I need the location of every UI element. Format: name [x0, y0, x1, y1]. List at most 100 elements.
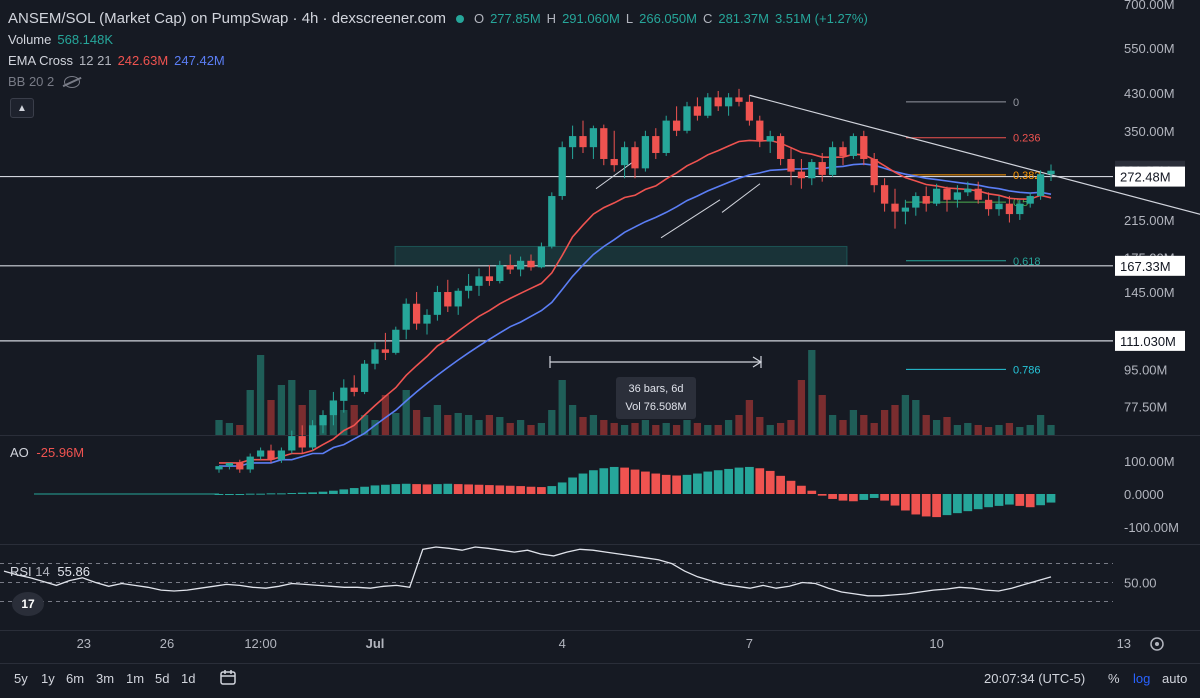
candle-body — [329, 400, 338, 416]
ao-bar — [880, 494, 889, 501]
volume-bar — [277, 385, 286, 435]
candle-body — [922, 196, 930, 204]
range-1m-button[interactable]: 1m — [126, 671, 145, 686]
candle-body — [600, 128, 608, 159]
volume-bar — [350, 405, 358, 435]
fib-level-label: 0 — [1013, 97, 1019, 109]
percent-scale-button[interactable]: % — [1108, 671, 1120, 686]
candle-body — [776, 136, 785, 159]
auto-scale-button[interactable]: auto — [1162, 671, 1188, 686]
range-1d-button[interactable]: 1d — [181, 671, 196, 686]
time-axis-tick-label: 13 — [1117, 636, 1131, 651]
price-axis-tick-label: 550.00M — [1124, 41, 1175, 56]
candle-body — [267, 450, 275, 460]
calendar-icon[interactable] — [219, 668, 237, 686]
candle-body — [444, 292, 452, 307]
volume-bar — [371, 420, 379, 435]
market-status-dot — [455, 14, 464, 23]
volume-bar — [1016, 427, 1024, 435]
low-value: 266.050M — [639, 11, 697, 26]
volume-bar — [808, 350, 816, 435]
change-value: 3.51M (+1.27%) — [774, 11, 868, 26]
log-scale-button[interactable]: log — [1133, 671, 1151, 686]
volume-bar — [964, 423, 972, 435]
rsi-line — [3, 546, 1052, 597]
price-label-bg — [1115, 330, 1185, 351]
volume-bar — [901, 395, 910, 435]
candle-body — [506, 265, 514, 270]
eye-off-icon[interactable] — [64, 75, 81, 88]
volume-bar — [704, 425, 712, 435]
candle-body — [870, 158, 878, 186]
candle-body — [849, 136, 858, 156]
chevron-up-icon[interactable]: ▲ — [10, 98, 34, 118]
candle-body — [340, 387, 348, 401]
candle-body — [808, 162, 816, 179]
settings-gear-icon[interactable] — [1150, 637, 1164, 651]
tradingview-logo[interactable]: 17 — [12, 592, 44, 616]
time-axis-tick-label: 10 — [929, 636, 943, 651]
volume-bar — [912, 400, 920, 435]
candle-body — [641, 136, 650, 169]
range-1y-button[interactable]: 1y — [41, 671, 55, 686]
range-3m-button[interactable]: 3m — [96, 671, 115, 686]
volume-bar — [600, 420, 608, 435]
ao-axis-tick-label: 0.0000 — [1124, 487, 1164, 502]
volume-bar — [568, 405, 577, 435]
candle-body — [423, 314, 431, 324]
volume-bar — [579, 417, 587, 435]
volume-label[interactable]: Volume — [8, 32, 52, 47]
ao-bar — [703, 471, 713, 494]
volume-bar — [589, 415, 598, 435]
candle-body — [1047, 170, 1055, 175]
clock-label[interactable]: 20:07:34 (UTC-5) — [984, 671, 1086, 686]
ema-label[interactable]: EMA Cross — [8, 53, 74, 68]
volume-bar — [693, 423, 702, 435]
range-6m-button[interactable]: 6m — [66, 671, 85, 686]
ao-label[interactable]: AO — [10, 445, 29, 460]
candle-body — [256, 450, 265, 457]
ao-bar — [360, 486, 369, 494]
volume-bar — [464, 415, 473, 435]
ema-slow-value: 247.42M — [174, 53, 225, 68]
range-5y-button[interactable]: 5y — [14, 671, 28, 686]
candle-body — [496, 265, 504, 282]
ao-bar — [329, 490, 338, 494]
symbol-title[interactable]: ANSEM/SOL (Market Cap) on PumpSwap · 4h … — [8, 10, 446, 27]
candle-body — [818, 162, 826, 175]
candle-body — [724, 97, 733, 107]
rsi-label[interactable]: RSI — [10, 564, 32, 579]
candle-body — [610, 158, 618, 166]
ao-bar — [318, 491, 328, 494]
price-axis-tick-label: 700.00M — [1124, 0, 1175, 12]
candle-body — [319, 415, 327, 426]
candle-body — [714, 97, 722, 107]
ao-bar — [786, 480, 796, 494]
ao-bar — [724, 468, 733, 494]
volume-bar — [974, 425, 982, 435]
ao-bar — [869, 494, 879, 498]
ao-bar — [422, 484, 432, 494]
price-axis-tick-label: 77.50M — [1124, 400, 1167, 415]
ao-bar — [381, 484, 390, 494]
volume-bar — [932, 420, 941, 435]
volume-bar — [891, 405, 899, 435]
ao-bar — [713, 470, 723, 494]
ao-legend: AO -25.96M — [10, 445, 84, 460]
bb-label[interactable]: BB 20 2 — [8, 74, 55, 89]
ao-bar — [838, 494, 848, 501]
candle-body — [392, 329, 400, 353]
ao-bar — [370, 485, 380, 494]
candle-body — [298, 436, 306, 448]
line-price-label: 272.48M — [1120, 170, 1171, 185]
candle-body — [288, 436, 296, 451]
ao-bar — [287, 493, 297, 495]
candle-body — [620, 147, 629, 166]
range-5d-button[interactable]: 5d — [155, 671, 170, 686]
ao-bar — [807, 490, 817, 494]
time-axis-tick-label: 4 — [559, 636, 566, 651]
ao-bar — [589, 470, 598, 494]
measure-arrowhead — [752, 356, 763, 368]
volume-bar — [839, 420, 847, 435]
